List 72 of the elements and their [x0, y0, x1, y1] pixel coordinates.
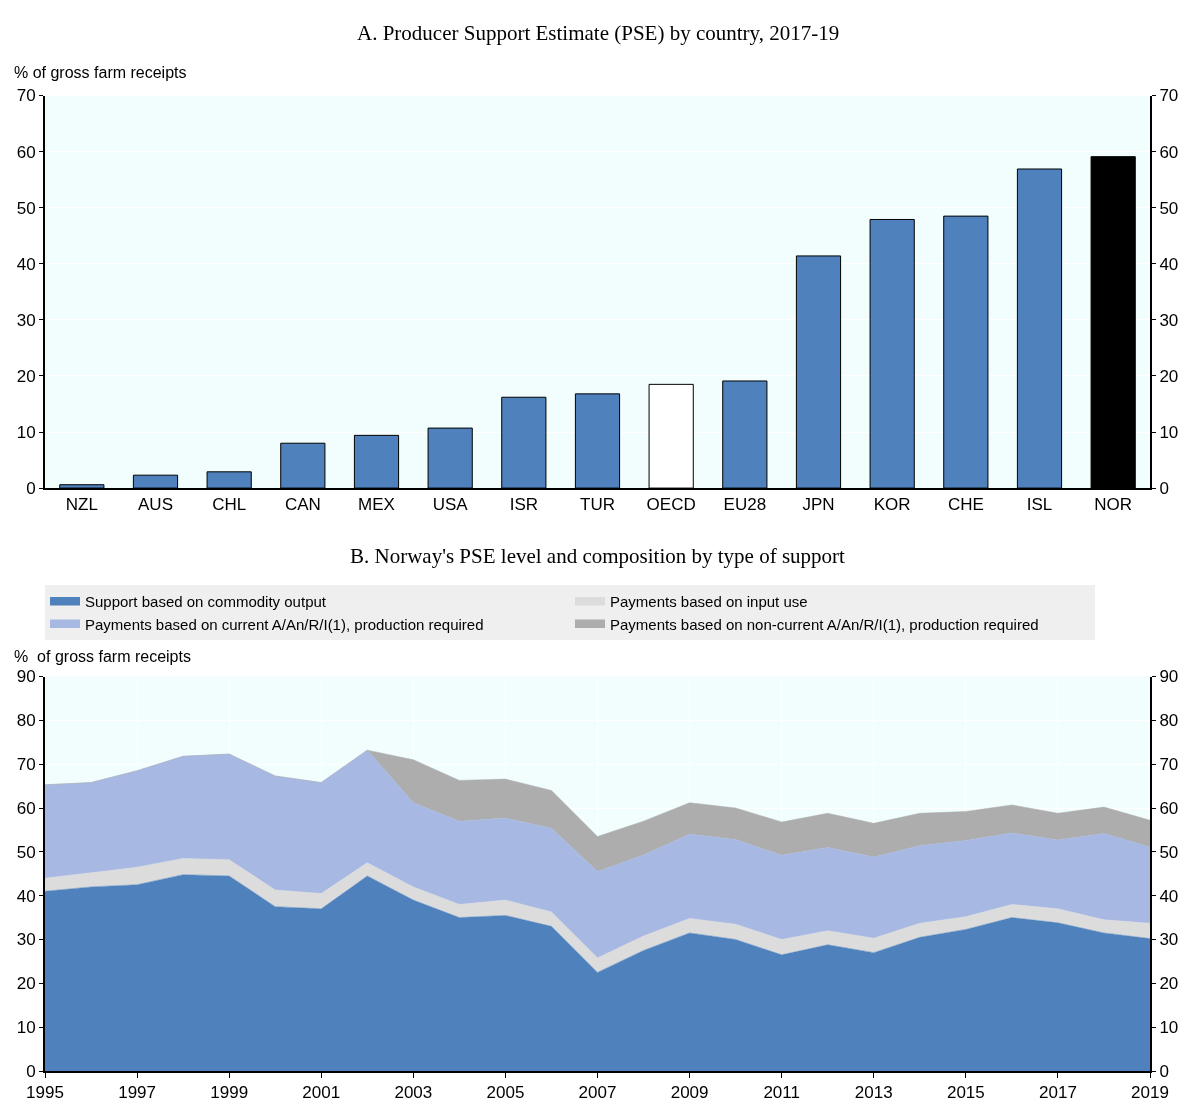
x-tick-label: 2003 [394, 1083, 433, 1103]
x-tick-label: JPN [802, 495, 835, 515]
y2-tick-label: 30 [1159, 310, 1179, 330]
x-tick-label: KOR [873, 495, 911, 515]
chart-title: A. Producer Support Estimate (PSE) by country, 2017-19 [357, 21, 840, 45]
y-tick-label: 20 [16, 366, 36, 386]
x-tick-label: ISL [1026, 495, 1053, 515]
chart-title: B. Norway's PSE level and composition by type of support [350, 544, 846, 568]
y-tick-label: 20 [16, 974, 36, 994]
legend-label: Support based on commodity output [85, 593, 327, 611]
y-axis-title: % of gross farm receipts [14, 64, 187, 81]
x-tick-label: NZL [65, 495, 98, 515]
x-tick-label: EU28 [723, 495, 767, 515]
x-tick-label: OECD [646, 495, 696, 515]
y2-tick-label: 60 [1159, 142, 1179, 162]
y-tick-label: 70 [16, 755, 36, 775]
x-tick-label: CHL [212, 495, 247, 515]
y-tick-label: 50 [16, 842, 36, 862]
y2-tick-label: 70 [1159, 755, 1179, 775]
y2-tick-label: 20 [1159, 366, 1179, 386]
y-tick-label: 10 [16, 422, 36, 442]
y-tick-label: 10 [16, 1018, 36, 1038]
y2-tick-label: 10 [1159, 1018, 1179, 1038]
y-tick-label: 80 [16, 711, 36, 731]
y-tick-label: 60 [16, 142, 36, 162]
x-tick-label: USA [432, 495, 469, 515]
y-tick-label: 30 [16, 310, 36, 330]
x-tick-label: ISR [509, 495, 538, 515]
y-tick-label: 70 [16, 86, 36, 106]
y2-tick-label: 0 [1159, 479, 1169, 499]
y2-tick-label: 50 [1159, 842, 1179, 862]
y-tick-label: 30 [16, 930, 36, 950]
x-tick-label: TUR [580, 495, 615, 515]
y2-tick-label: 0 [1159, 1061, 1169, 1081]
x-tick-label: 1997 [118, 1083, 156, 1103]
y2-tick-label: 30 [1159, 930, 1179, 950]
y2-tick-label: 70 [1159, 86, 1179, 106]
x-tick-label: 2013 [854, 1083, 893, 1103]
y2-tick-label: 90 [1159, 667, 1179, 687]
x-tick-label: 2007 [578, 1083, 617, 1103]
legend-label: Payments based on current A/An/R/I(1), production required [85, 615, 484, 633]
x-tick-label: 1999 [210, 1083, 249, 1103]
x-tick-label: NOR [1094, 495, 1133, 515]
y-tick-label: 50 [16, 198, 36, 218]
x-tick-label: 2011 [763, 1083, 800, 1103]
x-tick-label: MEX [358, 495, 395, 515]
y2-tick-label: 60 [1159, 798, 1179, 818]
x-tick-label: CAN [284, 495, 321, 515]
y-tick-label: 40 [16, 254, 36, 274]
x-tick-label: 2005 [486, 1083, 525, 1103]
x-tick-label: 2015 [946, 1083, 985, 1103]
y2-tick-label: 50 [1159, 198, 1179, 218]
y-tick-label: 40 [16, 886, 36, 906]
y-axis-title: % of gross farm receipts [14, 648, 191, 665]
legend-label: Payments based on non-current A/An/R/I(1), production required [610, 615, 1039, 633]
y2-tick-label: 40 [1159, 254, 1179, 274]
x-tick-label: 1995 [26, 1083, 64, 1103]
y2-tick-label: 40 [1159, 886, 1179, 906]
x-tick-label: AUS [138, 495, 173, 515]
x-tick-label: 2017 [1039, 1083, 1077, 1103]
y-tick-label: 90 [16, 667, 36, 687]
x-tick-label: 2009 [670, 1083, 709, 1103]
y2-tick-label: 20 [1159, 974, 1179, 994]
legend-label: Payments based on input use [610, 593, 808, 611]
y-tick-label: 0 [26, 1061, 36, 1081]
y-tick-label: 60 [16, 798, 36, 818]
y2-tick-label: 10 [1159, 422, 1179, 442]
y-tick-label: 0 [26, 479, 36, 499]
x-tick-label: 2019 [1131, 1083, 1169, 1103]
x-tick-label: CHE [947, 495, 984, 515]
y2-tick-label: 80 [1159, 711, 1179, 731]
x-tick-label: 2001 [302, 1083, 341, 1103]
